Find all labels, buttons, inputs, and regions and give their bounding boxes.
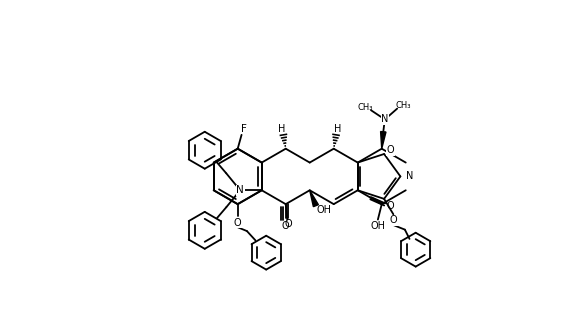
Text: OH: OH [370, 221, 386, 232]
Text: O: O [387, 201, 394, 211]
Text: H: H [278, 124, 286, 134]
Text: CH₃: CH₃ [357, 103, 373, 112]
Polygon shape [310, 190, 318, 207]
Text: O: O [387, 145, 394, 155]
Text: OH: OH [316, 205, 331, 215]
Text: O: O [284, 219, 292, 229]
Text: H: H [334, 124, 341, 134]
Text: F: F [241, 124, 247, 134]
Text: CH₃: CH₃ [395, 101, 411, 110]
Text: O: O [282, 221, 290, 232]
Text: N: N [406, 172, 413, 181]
Polygon shape [380, 132, 386, 149]
Text: N: N [236, 185, 244, 195]
Text: O: O [390, 215, 397, 225]
Text: N: N [381, 114, 388, 124]
Text: O: O [234, 217, 242, 228]
